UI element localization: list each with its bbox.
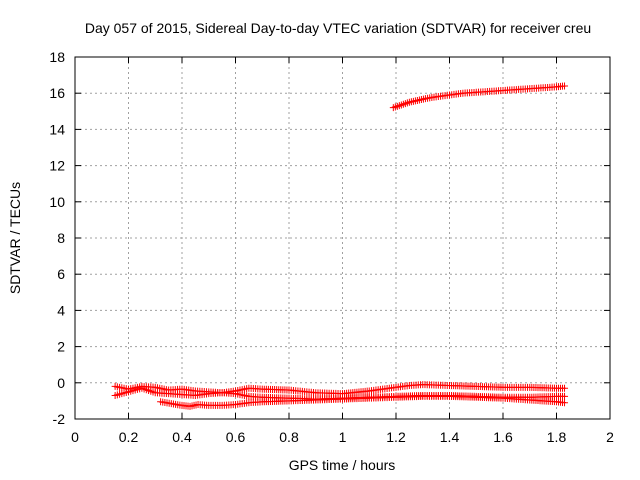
data-point: [561, 399, 569, 407]
grid: [75, 57, 610, 419]
y-tick-label: 0: [57, 375, 65, 391]
y-tick-label: 16: [49, 85, 65, 101]
series-markers: [111, 82, 569, 410]
series-track-c: [157, 392, 569, 410]
x-tick-label: 0.6: [226, 429, 246, 445]
y-tick-label: 14: [49, 121, 65, 137]
y-tick-label: 2: [57, 339, 65, 355]
x-tick-label: 1.8: [547, 429, 567, 445]
x-tick-label: 0.2: [119, 429, 139, 445]
y-tick-label: 4: [57, 302, 65, 318]
x-tick-label: 1.6: [493, 429, 513, 445]
series-track-high: [389, 82, 569, 112]
y-axis-label: SDTVAR / TECUs: [7, 182, 23, 294]
y-tick-label: 10: [49, 194, 65, 210]
axis-ticks: 0 0.2 0.4 0.6 0.8 1 1.2 1.4 1.6 1.8 2 -2 0 2 4 6 8 10 12 14…: [49, 49, 614, 445]
x-tick-label: 0.4: [172, 429, 192, 445]
y-tick-label: -2: [53, 411, 66, 427]
y-tick-label: 8: [57, 230, 65, 246]
chart-title: Day 057 of 2015, Sidereal Day-to-day VTE…: [85, 20, 591, 36]
y-tick-label: 12: [49, 158, 65, 174]
data-point: [561, 392, 569, 400]
y-tick-label: 6: [57, 266, 65, 282]
x-axis-label: GPS time / hours: [289, 457, 396, 473]
x-tick-label: 1: [339, 429, 347, 445]
y-tick-label: 18: [49, 49, 65, 65]
x-tick-label: 2: [606, 429, 614, 445]
x-tick-label: 0.8: [279, 429, 299, 445]
x-tick-label: 1.2: [386, 429, 406, 445]
x-tick-label: 1.4: [440, 429, 460, 445]
data-point: [561, 384, 569, 392]
data-point: [561, 82, 569, 90]
x-tick-label: 0: [71, 429, 79, 445]
